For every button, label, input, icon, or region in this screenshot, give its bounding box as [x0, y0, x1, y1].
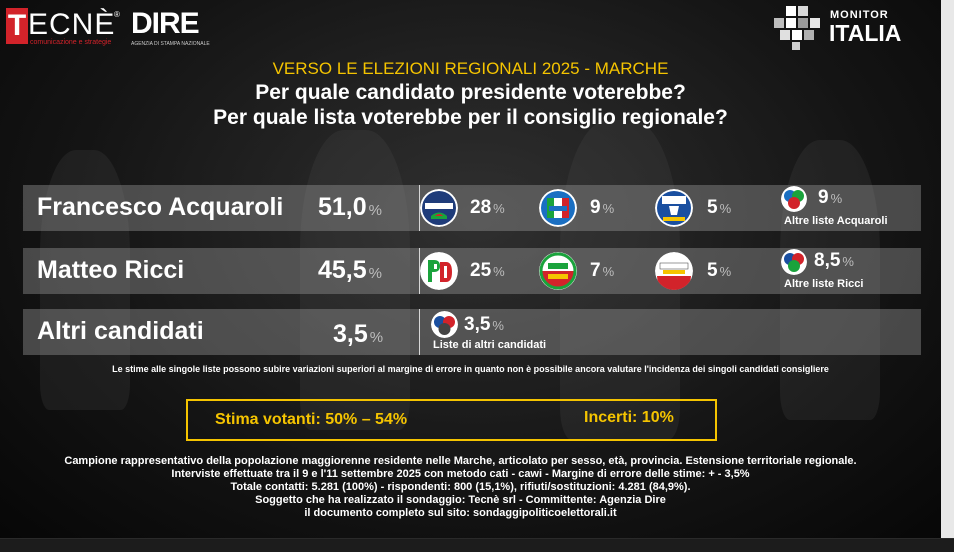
candidate-value: 45,5% — [318, 256, 382, 285]
percent-symbol: % — [830, 191, 843, 206]
list-value: 28% — [470, 197, 505, 219]
monitor-italia-logo: MONITOR ITALIA — [772, 4, 917, 52]
tecne-logo-subtitle: comunicazione e strategie — [30, 39, 112, 46]
percent-symbol: % — [719, 264, 732, 279]
list-label: Liste di altri candidati — [433, 339, 547, 351]
tecne-logo-text: ECNÈ — [28, 8, 116, 41]
background-figure — [300, 130, 410, 430]
list-value: 9% — [818, 187, 842, 209]
list-value: 3,5% — [464, 314, 504, 336]
methodology-line: Totale contatti: 5.281 (100%) - risponde… — [230, 481, 691, 493]
list-value-number: 9 — [590, 197, 601, 218]
list-value-number: 8,5 — [814, 250, 841, 271]
candidate-row — [23, 309, 921, 355]
list-value-number: 3,5 — [464, 314, 491, 335]
percent-symbol: % — [602, 264, 615, 279]
list-value: 5% — [707, 260, 731, 282]
row-separator — [419, 185, 420, 231]
candidate-value: 51,0% — [318, 193, 382, 222]
list-value-number: 25 — [470, 260, 492, 281]
candidate-value-number: 45,5 — [318, 256, 367, 284]
background-figure — [40, 150, 130, 410]
window-edge — [941, 0, 954, 538]
percent-symbol: % — [369, 329, 384, 346]
disclaimer-note: Le stime alle singole liste possono subi… — [112, 364, 829, 374]
liste-altri-logo — [431, 311, 458, 338]
tecne-logo-registered: ® — [114, 10, 120, 19]
methodology-line: Campione rappresentativo della popolazio… — [64, 455, 857, 467]
stima-box: Stima votanti: 50% – 54% Incerti: 10% — [186, 399, 717, 441]
chart-title-line2: Per quale lista voterebbe per il consigl… — [213, 106, 728, 129]
percent-symbol: % — [493, 264, 505, 279]
list-value: 9% — [590, 197, 614, 219]
cubes-icon — [774, 6, 820, 50]
list-value: 25% — [470, 260, 505, 282]
methodology-line: Soggetto che ha realizzato il sondaggio:… — [255, 494, 666, 506]
list-label: Altre liste Ricci — [784, 278, 864, 290]
percent-symbol: % — [842, 254, 854, 269]
tecne-logo-initial: T — [6, 8, 28, 44]
list-value-number: 7 — [590, 260, 601, 281]
stima-votanti: Stima votanti: 50% – 54% — [215, 411, 408, 428]
percent-symbol: % — [719, 201, 732, 216]
percent-symbol: % — [602, 201, 615, 216]
methodology-line: il documento completo sul sito: sondaggi… — [304, 507, 617, 519]
methodology-line: Interviste effettuate tra il 9 e l'11 se… — [171, 468, 750, 480]
candidate-value-number: 3,5 — [333, 320, 368, 348]
percent-symbol: % — [368, 265, 383, 282]
percent-symbol: % — [493, 201, 505, 216]
forza-italia-logo — [539, 189, 577, 227]
list-value: 8,5% — [814, 250, 854, 272]
candidate-row — [23, 248, 921, 294]
chart-title-line1: Per quale candidato presidente voterebbe… — [255, 81, 686, 104]
percent-symbol: % — [368, 202, 383, 219]
taskbar — [0, 538, 954, 552]
percent-symbol: % — [492, 318, 504, 333]
altre-liste-acquaroli-logo — [781, 186, 807, 212]
candidate-name: Altri candidati — [37, 317, 204, 345]
avs-logo — [539, 252, 577, 290]
altre-liste-ricci-logo — [781, 249, 807, 275]
pd-logo — [420, 252, 458, 290]
lega-logo — [655, 189, 693, 227]
dire-logo-subtitle: AGENZIA DI STAMPA NAZIONALE — [131, 41, 210, 47]
incerti: Incerti: 10% — [584, 409, 674, 426]
list-value: 7% — [590, 260, 614, 282]
list-label: Altre liste Acquaroli — [784, 215, 888, 227]
row-separator — [419, 248, 420, 294]
chart-kicker: VERSO LE ELEZIONI REGIONALI 2025 - MARCH… — [272, 59, 669, 78]
list-value-number: 9 — [818, 187, 829, 208]
monitor-logo-line1: MONITOR — [830, 9, 889, 21]
list-value-number: 28 — [470, 197, 492, 218]
candidate-value-number: 51,0 — [318, 193, 367, 221]
m5s-logo — [655, 252, 693, 290]
candidate-name: Matteo Ricci — [37, 256, 185, 284]
monitor-logo-line2: ITALIA — [829, 20, 902, 46]
dire-logo-text: DIRE — [131, 7, 200, 40]
list-value-number: 5 — [707, 260, 718, 281]
row-separator — [419, 309, 420, 355]
candidate-name: Francesco Acquaroli — [37, 193, 284, 221]
list-value: 5% — [707, 197, 731, 219]
candidate-value: 3,5% — [333, 320, 383, 349]
candidate-row — [23, 185, 921, 231]
dire-logo: DIRE AGENZIA DI STAMPA NAZIONALE — [131, 7, 210, 48]
list-value-number: 5 — [707, 197, 718, 218]
fratelli-italia-logo — [420, 189, 458, 227]
